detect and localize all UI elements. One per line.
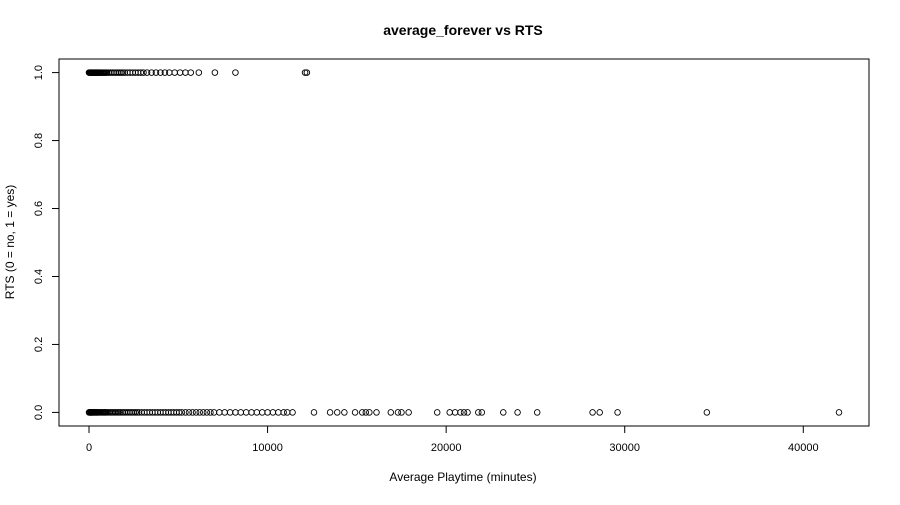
data-point	[203, 409, 211, 416]
x-tick-label: 40000	[788, 442, 819, 454]
data-point	[200, 409, 207, 416]
data-point	[514, 409, 521, 416]
y-axis: 0.0 0.2 0.4 0.6 0.8 1.0	[33, 65, 60, 420]
data-point	[148, 69, 155, 76]
y-tick-label: 1.0	[33, 65, 45, 80]
data-point	[614, 409, 621, 416]
data-point	[192, 409, 200, 416]
data-point	[178, 409, 186, 416]
data-point	[280, 409, 287, 416]
data-point	[196, 409, 203, 416]
data-point	[589, 409, 596, 416]
data-point	[358, 409, 366, 416]
data-point	[464, 409, 471, 416]
data-point	[117, 69, 125, 76]
data-points	[85, 69, 843, 416]
data-point	[475, 409, 482, 416]
x-tick-label: 0	[86, 442, 92, 454]
x-tick-label: 20000	[431, 442, 462, 454]
data-point	[366, 409, 373, 416]
data-point	[405, 409, 412, 416]
data-point	[133, 409, 141, 416]
y-tick-label: 0.8	[33, 133, 45, 148]
data-point	[387, 409, 395, 416]
data-point	[703, 409, 711, 416]
data-point	[132, 409, 139, 416]
data-point	[341, 409, 348, 416]
data-point	[185, 409, 193, 416]
data-point	[119, 69, 127, 76]
data-point	[394, 409, 402, 416]
y-tick-label: 0.4	[33, 269, 45, 284]
data-point	[303, 69, 311, 76]
data-point	[140, 69, 147, 76]
data-point	[351, 409, 359, 416]
x-axis: 0 10000 20000 30000 40000	[86, 425, 819, 454]
data-point	[182, 409, 189, 416]
data-point	[301, 69, 309, 76]
data-point	[211, 69, 219, 76]
data-point	[157, 69, 164, 76]
data-point	[175, 409, 183, 416]
data-point	[189, 409, 196, 416]
data-point	[333, 409, 341, 416]
data-point	[232, 69, 239, 76]
data-point	[478, 409, 486, 416]
data-point	[310, 409, 318, 416]
data-point	[835, 409, 843, 416]
y-tick-label: 0.2	[33, 337, 45, 352]
data-point	[362, 409, 370, 416]
data-point	[433, 409, 441, 416]
y-axis-label: RTS (0 = no, 1 = yes)	[3, 185, 17, 300]
data-point	[207, 409, 214, 416]
data-point	[457, 409, 464, 416]
data-point	[187, 69, 195, 76]
y-tick-label: 0.6	[33, 201, 45, 216]
data-point	[161, 69, 169, 76]
data-point	[460, 409, 468, 416]
data-point	[152, 69, 160, 76]
data-point	[143, 69, 151, 76]
data-point	[373, 409, 380, 416]
chart-title: average_forever vs RTS	[383, 22, 543, 38]
y-tick-label: 0.0	[33, 405, 45, 420]
data-point	[500, 409, 507, 416]
data-point	[596, 409, 603, 416]
data-point	[533, 409, 541, 416]
data-point	[398, 409, 405, 416]
x-axis-label: Average Playtime (minutes)	[389, 470, 536, 484]
data-point	[289, 409, 296, 416]
x-tick-label: 30000	[609, 442, 640, 454]
data-point	[195, 69, 203, 76]
x-tick-label: 10000	[252, 442, 283, 454]
data-point	[326, 409, 334, 416]
data-point	[137, 69, 145, 76]
